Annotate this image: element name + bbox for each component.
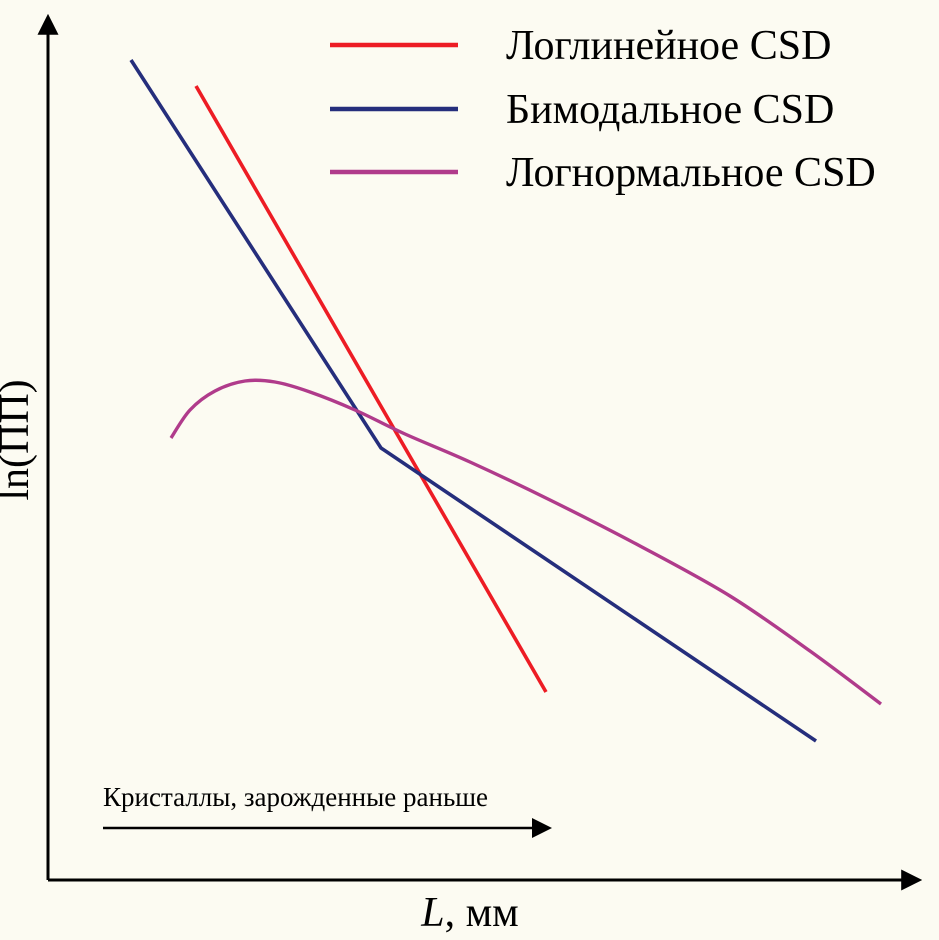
legend: Логлинейное CSD Бимодальное CSD Логнорма… (330, 23, 876, 196)
series-bimodal-line (129, 59, 818, 743)
series-loglinear-line (194, 85, 548, 693)
series-lognormal-line (169, 378, 883, 706)
legend-item-bimodal: Бимодальное CSD (330, 87, 834, 133)
legend-label-bimodal: Бимодальное CSD (506, 87, 834, 133)
x-axis-label: L, мм (420, 890, 519, 936)
legend-item-loglinear: Логлинейное CSD (330, 23, 831, 69)
legend-label-loglinear: Логлинейное CSD (506, 23, 831, 69)
y-axis-label: ln(ПП) (0, 379, 38, 500)
legend-label-lognormal: Логнормальное CSD (506, 150, 876, 196)
x-axis-label-variable: L (420, 890, 444, 936)
legend-item-lognormal: Логнормальное CSD (330, 150, 876, 196)
x-axis-label-unit: , мм (445, 890, 519, 936)
annotation-text: Кристаллы, зарожденные раньше (103, 782, 488, 812)
